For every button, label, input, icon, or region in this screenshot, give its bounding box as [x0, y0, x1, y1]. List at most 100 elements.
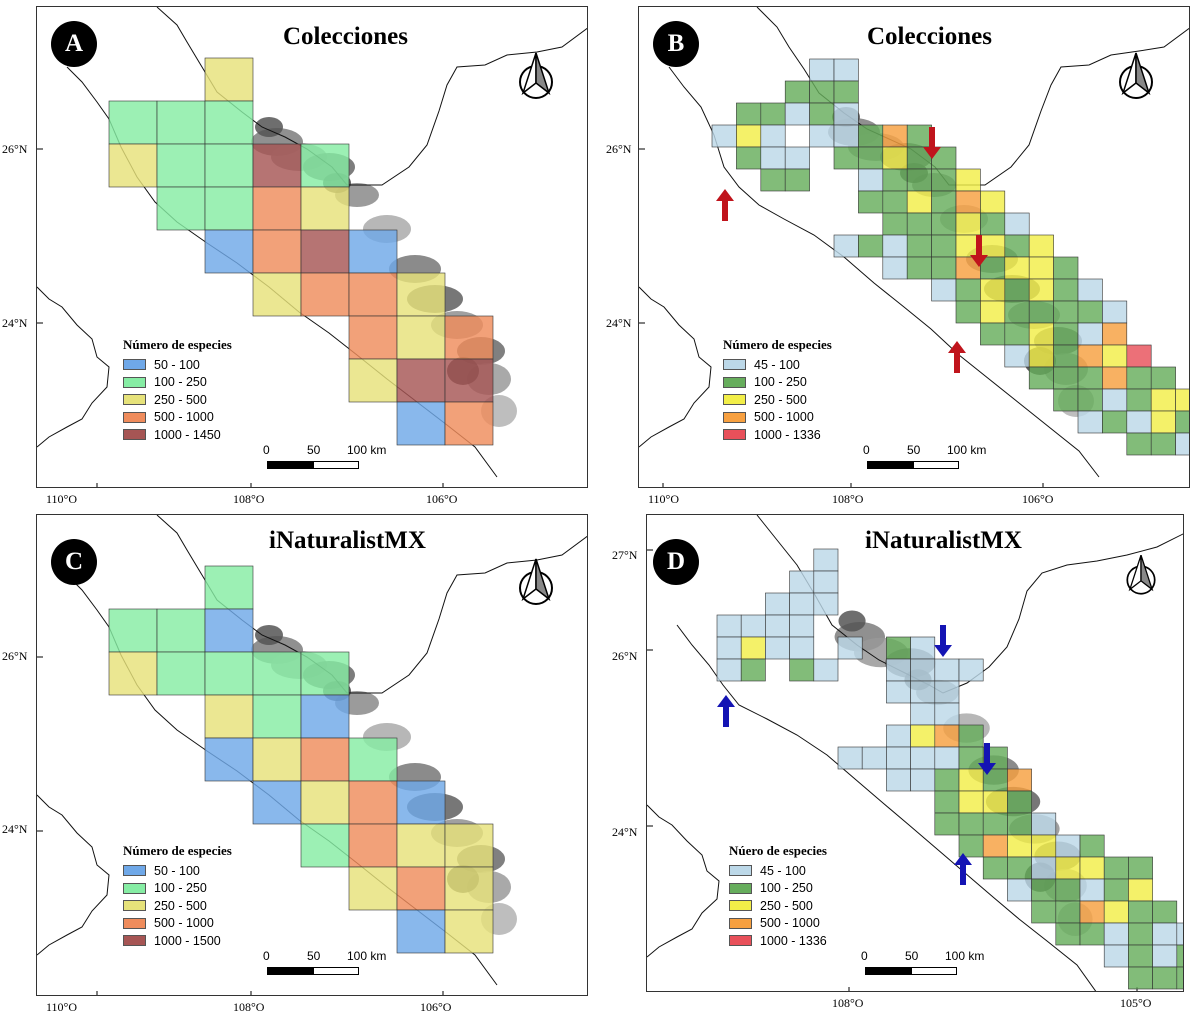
grid-cell — [906, 168, 932, 192]
grid-cell — [882, 168, 908, 192]
grid-cell — [958, 746, 984, 770]
grid-cell — [910, 746, 936, 770]
grid-cell — [1126, 366, 1152, 390]
grid-cell — [1028, 256, 1054, 280]
grid-cell — [789, 570, 815, 594]
grid-cell — [886, 724, 911, 748]
grid-cell — [1053, 300, 1079, 324]
grid-cell — [204, 608, 254, 653]
grid-cell — [784, 102, 810, 126]
grid-cell — [931, 278, 957, 302]
legend-item: 100 - 250 — [729, 880, 827, 898]
coastline — [676, 624, 1097, 991]
legend-swatch — [123, 882, 146, 894]
grid-cell — [444, 823, 494, 868]
grid-cell — [1175, 388, 1189, 412]
grid-cell — [1028, 300, 1054, 324]
grid-cell — [906, 124, 932, 148]
scale-label: 100 km — [347, 443, 387, 457]
grid-cell — [882, 212, 908, 236]
grid-cell — [931, 190, 957, 214]
grid-cell — [906, 256, 932, 280]
grid-cell — [760, 124, 786, 148]
map-legend: Núero de especies 45 - 100 100 - 250 250… — [729, 843, 827, 950]
species-grid — [711, 58, 1189, 456]
lat-label: 24°N — [2, 822, 28, 836]
species-grid — [716, 548, 1183, 990]
grid-cell — [1150, 366, 1176, 390]
grid-cell — [955, 190, 981, 214]
grid-cell — [906, 234, 932, 258]
grid-cell — [1077, 366, 1103, 390]
grid-cell — [300, 823, 350, 868]
grid-cell — [108, 143, 158, 188]
grid-cell — [765, 636, 790, 660]
grid-cell — [1007, 790, 1032, 814]
scale-label: 0 — [263, 443, 270, 457]
grid-cell — [858, 124, 884, 148]
grid-cell — [934, 768, 960, 792]
panel-title: iNaturalistMX — [269, 527, 426, 554]
grid-cell — [1007, 812, 1032, 836]
map-legend: Número de especies 50 - 100 100 - 250 25… — [123, 337, 232, 444]
grid-cell — [958, 790, 984, 814]
grid-cell — [765, 614, 790, 638]
grid-cell — [204, 565, 254, 610]
grid-cell — [934, 790, 960, 814]
legend-item: 1000 - 1336 — [723, 426, 832, 444]
legend-label: 1000 - 1500 — [154, 933, 221, 948]
grid-cell — [934, 658, 960, 682]
grid-cell — [252, 694, 302, 739]
legend-label: 500 - 1000 — [760, 916, 820, 931]
grid-cell — [396, 866, 446, 911]
arrow-down-icon — [934, 625, 952, 657]
grid-cell — [108, 608, 158, 653]
grid-cell — [1152, 944, 1178, 968]
grid-cell — [955, 300, 981, 324]
grid-cell — [1079, 856, 1105, 880]
grid-cell — [982, 856, 1008, 880]
grid-cell — [156, 651, 206, 696]
grid-cell — [1055, 900, 1081, 924]
legend-item: 250 - 500 — [123, 897, 232, 915]
grid-cell — [396, 315, 446, 360]
grid-cell — [833, 146, 859, 170]
grid-cell — [348, 272, 398, 317]
grid-cell — [1031, 834, 1057, 858]
grid-cell — [1053, 344, 1079, 368]
scale-bar-black — [267, 967, 313, 975]
legend-swatch — [123, 394, 146, 406]
legend-label: 100 - 250 — [154, 881, 207, 896]
legend-label: 50 - 100 — [154, 357, 200, 372]
relief-patch — [838, 610, 866, 632]
legend-label: 500 - 1000 — [154, 916, 214, 931]
grid-cell — [910, 702, 936, 726]
grid-cell — [982, 834, 1008, 858]
grid-cell — [1055, 834, 1081, 858]
grid-cell — [716, 636, 742, 660]
grid-cell — [958, 724, 984, 748]
grid-cell — [1079, 922, 1105, 946]
legend-swatch — [729, 882, 752, 894]
grid-cell — [444, 909, 494, 954]
legend-item: 500 - 1000 — [729, 915, 827, 933]
grid-cell — [156, 100, 206, 145]
grid-cell — [204, 694, 254, 739]
grid-cell — [1004, 256, 1030, 280]
lat-label: 24°N — [2, 316, 28, 330]
grid-cell — [858, 190, 884, 214]
grid-cell — [348, 780, 398, 825]
grid-cell — [760, 168, 786, 192]
panel-title: Colecciones — [283, 23, 408, 50]
legend-item: 500 - 1000 — [123, 915, 232, 933]
grid-cell — [809, 80, 835, 104]
legend-swatch — [723, 359, 746, 371]
grid-cell — [882, 146, 908, 170]
grid-cell — [1053, 388, 1079, 412]
legend-label: 45 - 100 — [760, 863, 806, 878]
grid-cell — [931, 212, 957, 236]
grid-cell — [740, 636, 766, 660]
legend-label: 100 - 250 — [154, 375, 207, 390]
grid-cell — [813, 592, 839, 616]
scale-label: 50 — [905, 949, 919, 963]
